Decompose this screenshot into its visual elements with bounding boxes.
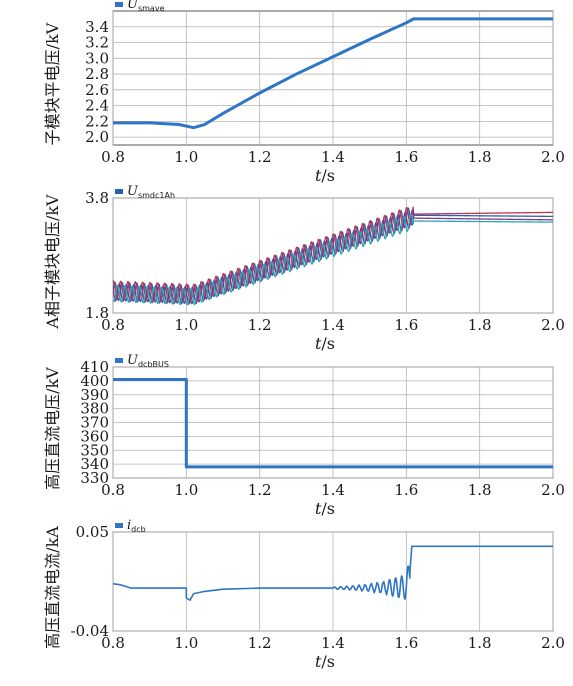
x-tick-label: 1.6 [394,481,418,499]
y-tick-label: 340 [80,455,109,473]
y-tick-label: 1.8 [85,304,109,322]
series-line [113,17,553,130]
y-tick-label: 330 [80,469,109,487]
legend-swatch [115,189,123,194]
x-tick-label: 1.8 [468,148,492,166]
legend-symbol: U [127,184,139,199]
x-axis-unit: /s [321,499,335,518]
y-axis-label: A相子模块电压/kV [43,194,62,330]
x-tick-label: 0.8 [101,316,125,334]
x-tick-label: 1.0 [174,481,198,499]
y-tick-label: 370 [80,414,109,432]
legend-subscript: dcbBUS [138,360,169,369]
series-line [113,213,553,306]
y-tick-label: 360 [80,427,109,445]
x-tick-label: 2.0 [541,634,565,652]
x-tick-label: 2.0 [541,148,565,166]
y-tick-label: 3.2 [85,34,109,52]
y-tick-label: 0.05 [76,523,109,541]
panel-2: 0.8 1.0 1.2 1.4 1.6 1.8 2.0 1.8 3.8 t/s A相子模块电压/kV… [43,184,565,353]
legend-label: Usmdc1Ah [127,184,175,200]
x-tick-label: 1.4 [321,481,345,499]
x-tick-label: 0.8 [101,634,125,652]
x-axis-symbol: t [315,166,322,185]
panel-1: 0.8 1.0 1.2 1.4 1.6 1.8 2.02.02.22.42.62.83.03… [43,0,565,185]
series-line [113,545,553,601]
y-tick-label: 3.8 [85,189,109,207]
x-tick-label: 1.0 [174,148,198,166]
x-tick-label: 1.0 [174,316,198,334]
x-tick-label: 1.6 [394,316,418,334]
x-tick-label: 1.8 [468,634,492,652]
legend-label: idcb [127,518,146,534]
legend-symbol: U [127,0,139,12]
x-axis-unit: /s [321,652,335,671]
legend-label: UdcbBUS [127,353,169,369]
panel-4: 0.8 1.0 1.2 1.4 1.6 1.8 2.0 -0.04 0.05 t/s 高压直流电流/… [43,518,565,671]
y-tick-label: 3.0 [85,49,109,67]
x-tick-label: 1.4 [321,148,345,166]
series-line [113,209,553,305]
x-tick-label: 0.8 [101,481,125,499]
x-tick-label: 1.0 [174,634,198,652]
series-line [113,377,553,469]
legend-swatch [115,2,123,7]
x-axis-label: t/s [315,166,335,185]
x-axis-label: t/s [315,652,335,671]
legend-symbol: i [127,518,131,533]
y-axis-label: 高压直流电流/kA [43,526,62,649]
x-axis-symbol: t [315,499,322,518]
x-axis-unit: /s [321,166,335,185]
x-axis-label: t/s [315,334,335,353]
series-line [113,206,553,304]
x-tick-label: 1.2 [248,481,272,499]
x-tick-label: 1.4 [321,316,345,334]
y-tick-label: 2.2 [85,112,109,130]
x-axis-label: t/s [315,499,335,518]
x-tick-label: 1.8 [468,316,492,334]
x-axis-symbol: t [315,334,322,353]
y-tick-label: 350 [80,441,109,459]
y-tick-label: -0.04 [71,622,109,640]
y-tick-label: 3.4 [85,18,109,36]
x-tick-label: 1.2 [248,148,272,166]
y-tick-label: 400 [80,372,109,390]
x-tick-label: 1.6 [394,148,418,166]
x-tick-label: 1.4 [321,634,345,652]
x-tick-label: 1.8 [468,481,492,499]
y-tick-label: 2.8 [85,65,109,83]
y-tick-label: 410 [80,358,109,376]
legend-subscript: smave [138,4,165,13]
y-tick-label: 380 [80,400,109,418]
legend-swatch [115,358,123,363]
x-tick-label: 2.0 [541,316,565,334]
x-tick-label: 1.2 [248,634,272,652]
x-axis-symbol: t [315,652,322,671]
x-tick-label: 0.8 [101,148,125,166]
x-tick-label: 1.6 [394,634,418,652]
panel-3: 0.8 1.0 1.2 1.4 1.6 1.8 2.0 3303403503603703803… [43,353,565,518]
legend-swatch [115,523,123,528]
y-axis-label: 高压直流电压/kV [43,367,62,490]
y-tick-label: 2.0 [85,128,109,146]
legend-symbol: U [127,353,139,368]
y-tick-label: 2.4 [85,97,109,115]
legend-label: Usmave [127,0,165,13]
x-axis-unit: /s [321,334,335,353]
y-tick-label: 390 [80,386,109,404]
y-tick-label: 2.6 [85,81,109,99]
y-axis-label: 子模块平电压/kV [43,22,62,145]
legend-subscript: smdc1Ah [138,191,175,200]
x-tick-label: 2.0 [541,481,565,499]
x-tick-label: 1.2 [248,316,272,334]
legend-subscript: dcb [131,525,146,534]
